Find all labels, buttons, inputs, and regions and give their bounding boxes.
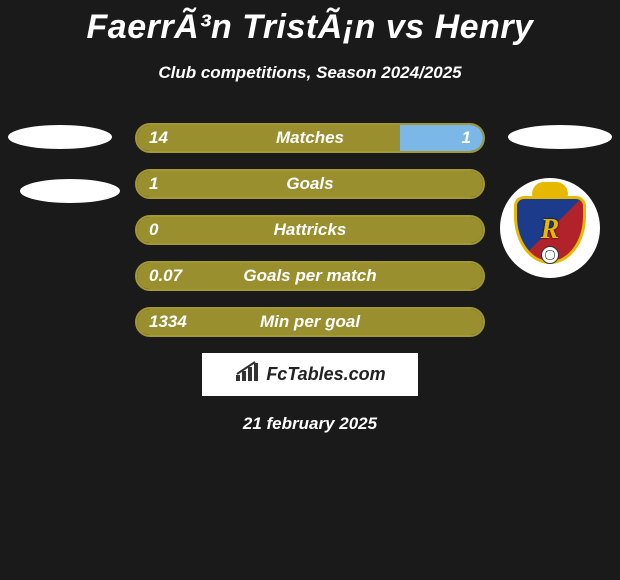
stat-label: Goals: [286, 174, 333, 194]
stat-row: Goals 1: [135, 169, 485, 199]
stat-label: Goals per match: [243, 266, 376, 286]
shield-icon: R: [514, 188, 586, 268]
decorative-ellipse: [20, 179, 120, 203]
stat-row: Hattricks 0: [135, 215, 485, 245]
date: 21 february 2025: [0, 414, 620, 434]
stat-row: Goals per match 0.07: [135, 261, 485, 291]
stat-row: Min per goal 1334: [135, 307, 485, 337]
stat-row: Matches 14 1: [135, 123, 485, 153]
stat-value-left: 0.07: [149, 266, 182, 286]
decorative-ellipse: [508, 125, 612, 149]
stat-value-left: 14: [149, 128, 168, 148]
chart-icon: [234, 361, 260, 388]
watermark-text: FcTables.com: [266, 364, 385, 385]
stat-value-left: 0: [149, 220, 158, 240]
stat-bar-left: [137, 125, 400, 151]
stat-value-left: 1334: [149, 312, 187, 332]
stat-label: Hattricks: [274, 220, 347, 240]
subtitle: Club competitions, Season 2024/2025: [0, 63, 620, 83]
team-logo: R: [500, 178, 600, 278]
stat-label: Min per goal: [260, 312, 360, 332]
decorative-ellipse: [8, 125, 112, 149]
stat-value-left: 1: [149, 174, 158, 194]
page-title: FaerrÃ³n TristÃ¡n vs Henry: [0, 0, 620, 47]
stat-value-right: 1: [462, 128, 471, 148]
watermark: FcTables.com: [202, 353, 418, 396]
stat-label: Matches: [276, 128, 344, 148]
